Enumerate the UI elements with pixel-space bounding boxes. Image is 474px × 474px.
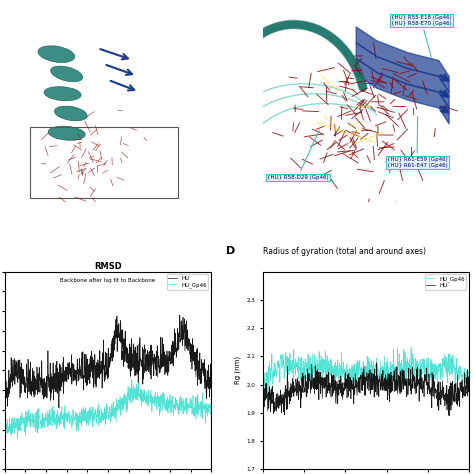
HU_Gp46 — [260, 383, 265, 389]
HU_Gp46 — [86, 419, 91, 424]
Line: HU: HU — [263, 363, 469, 416]
HU — [380, 367, 386, 373]
HU — [417, 380, 422, 385]
HU_Gp46 — [385, 373, 391, 378]
HU — [466, 383, 472, 389]
HU_Gp46 — [392, 364, 397, 369]
Ellipse shape — [55, 106, 87, 121]
Line: HU_Gp46: HU_Gp46 — [263, 347, 469, 397]
Text: Radius of gyration (total and around axes): Radius of gyration (total and around axe… — [263, 247, 426, 256]
HU_Gp46 — [93, 409, 99, 414]
Ellipse shape — [51, 66, 83, 82]
HU — [273, 405, 278, 410]
HU — [260, 389, 265, 394]
Text: {HU} R55-E18 (Gp46)
{HU} R58-E70 (Gp46): {HU} R55-E18 (Gp46) {HU} R58-E70 (Gp46) — [391, 15, 452, 57]
HU — [167, 357, 173, 363]
HU_Gp46 — [129, 377, 135, 383]
HU_Gp46 — [438, 373, 444, 379]
HU_Gp46 — [23, 419, 29, 425]
Y-axis label: Rg (nm): Rg (nm) — [234, 356, 241, 384]
HU_Gp46 — [167, 401, 173, 407]
HU_Gp46 — [273, 361, 279, 366]
HU_Gp46 — [380, 363, 386, 369]
HU — [2, 393, 8, 399]
Legend: HU, HU_Gp46: HU, HU_Gp46 — [167, 274, 209, 290]
HU — [163, 356, 169, 362]
Text: D: D — [226, 246, 235, 256]
Ellipse shape — [48, 126, 85, 140]
Text: Backbone after lsq fit to Backbone: Backbone after lsq fit to Backbone — [60, 277, 155, 283]
HU_Gp46 — [209, 411, 214, 417]
HU_Gp46 — [266, 394, 272, 400]
Line: HU_Gp46: HU_Gp46 — [5, 380, 211, 438]
HU_Gp46 — [417, 359, 423, 365]
Ellipse shape — [38, 46, 75, 63]
HU — [86, 362, 91, 367]
HU_Gp46 — [144, 395, 150, 401]
Text: {HU} R61-E59 (Gp46)
{HU} R61-E47 (Gp46): {HU} R61-E59 (Gp46) {HU} R61-E47 (Gp46) — [387, 116, 447, 168]
Text: B: B — [259, 0, 269, 1]
HU — [23, 381, 28, 386]
HU — [93, 366, 99, 372]
HU — [385, 384, 391, 390]
HU_Gp46 — [408, 345, 414, 350]
Line: HU: HU — [5, 315, 211, 408]
HU_Gp46 — [2, 422, 8, 428]
HU — [144, 361, 150, 367]
HU_Gp46 — [466, 371, 472, 377]
HU — [209, 373, 214, 378]
HU — [392, 389, 397, 395]
HU_Gp46 — [15, 436, 20, 441]
Text: {HU} R58-D29 (Gp46): {HU} R58-D29 (Gp46) — [267, 130, 328, 180]
HU — [56, 405, 62, 410]
Title: RMSD: RMSD — [94, 262, 122, 271]
HU — [446, 413, 452, 419]
Ellipse shape — [44, 87, 81, 101]
HU — [374, 360, 380, 366]
HU_Gp46 — [164, 401, 169, 407]
Legend: HU_Gp46, HU: HU_Gp46, HU — [425, 274, 466, 290]
HU — [438, 402, 444, 408]
HU — [177, 312, 182, 318]
Bar — [29, 128, 178, 199]
